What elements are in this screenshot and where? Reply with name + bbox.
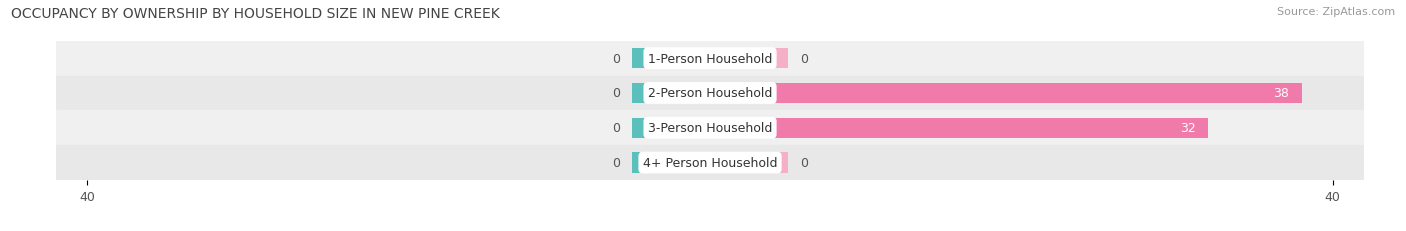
Text: 0: 0 <box>800 156 808 169</box>
Text: 4+ Person Household: 4+ Person Household <box>643 156 778 169</box>
Text: 0: 0 <box>612 122 620 135</box>
Text: 0: 0 <box>612 156 620 169</box>
Bar <box>56 42 1364 76</box>
Text: 2-Person Household: 2-Person Household <box>648 87 772 100</box>
Bar <box>633 118 710 138</box>
Text: Source: ZipAtlas.com: Source: ZipAtlas.com <box>1277 7 1395 17</box>
Bar <box>710 84 1302 103</box>
Bar <box>56 76 1364 111</box>
Bar <box>56 111 1364 146</box>
Bar <box>710 49 787 69</box>
Bar <box>633 49 710 69</box>
Text: 0: 0 <box>612 52 620 65</box>
Bar <box>633 84 710 103</box>
Bar <box>710 153 787 173</box>
Text: 3-Person Household: 3-Person Household <box>648 122 772 135</box>
Text: 0: 0 <box>800 52 808 65</box>
Text: 32: 32 <box>1180 122 1195 135</box>
Bar <box>633 153 710 173</box>
Text: 1-Person Household: 1-Person Household <box>648 52 772 65</box>
Bar <box>710 118 1208 138</box>
Bar <box>56 146 1364 180</box>
Text: OCCUPANCY BY OWNERSHIP BY HOUSEHOLD SIZE IN NEW PINE CREEK: OCCUPANCY BY OWNERSHIP BY HOUSEHOLD SIZE… <box>11 7 501 21</box>
Text: 38: 38 <box>1274 87 1289 100</box>
Text: 0: 0 <box>612 87 620 100</box>
